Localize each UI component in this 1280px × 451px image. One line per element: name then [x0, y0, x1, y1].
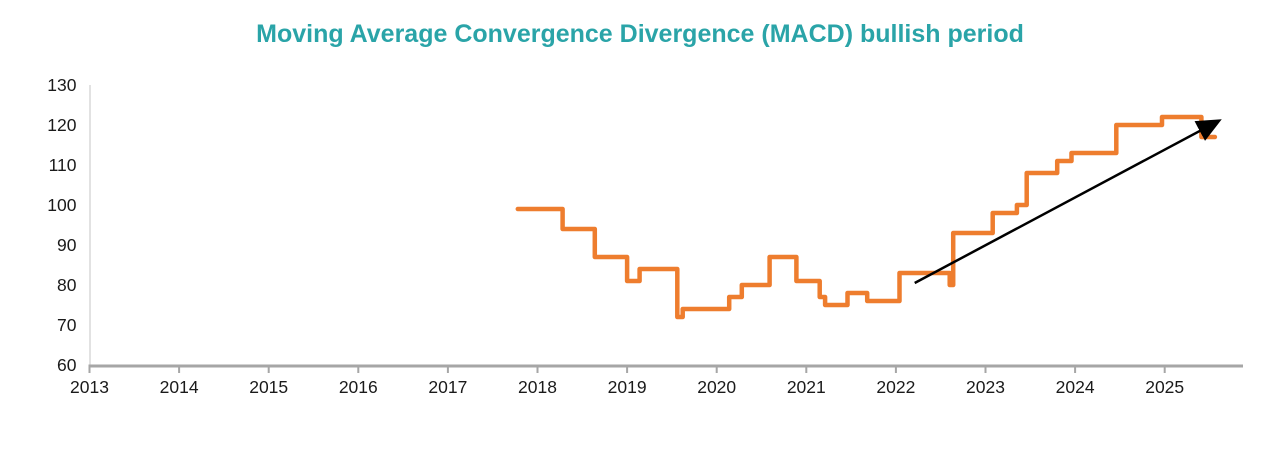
y-tick-label: 100 — [47, 195, 76, 215]
x-tick-label: 2025 — [1145, 377, 1184, 397]
x-tick-label: 2017 — [428, 377, 467, 397]
axis-labels: 60 70 80 90 100 110 120 130 2013 2014 2015 2016 2017… — [47, 75, 1184, 397]
y-tick-label: 70 — [57, 315, 77, 335]
x-tick-label: 2021 — [787, 377, 826, 397]
axes — [88, 85, 1243, 373]
macd-step-line — [515, 114, 1218, 320]
x-tick-label: 2024 — [1056, 377, 1095, 397]
x-tick-label: 2023 — [966, 377, 1005, 397]
x-tick-label: 2015 — [249, 377, 288, 397]
x-tick-label: 2019 — [608, 377, 647, 397]
trend-arrow — [914, 119, 1222, 285]
trend-arrow-line — [914, 119, 1222, 285]
y-tick-label: 120 — [47, 115, 76, 135]
x-tick-label: 2013 — [70, 377, 109, 397]
x-tick-label: 2018 — [518, 377, 557, 397]
y-tick-label: 80 — [57, 275, 77, 295]
y-tick-label: 130 — [47, 75, 76, 95]
y-tick-label: 90 — [57, 235, 77, 255]
y-tick-label: 60 — [57, 355, 77, 375]
x-tick-label: 2014 — [160, 377, 199, 397]
macd-line-path — [515, 114, 1218, 320]
x-tick-label: 2022 — [876, 377, 915, 397]
x-tick-label: 2020 — [697, 377, 736, 397]
chart-title: Moving Average Convergence Divergence (M… — [256, 20, 1024, 48]
y-tick-label: 110 — [49, 155, 77, 175]
x-tick-label: 2016 — [339, 377, 378, 397]
